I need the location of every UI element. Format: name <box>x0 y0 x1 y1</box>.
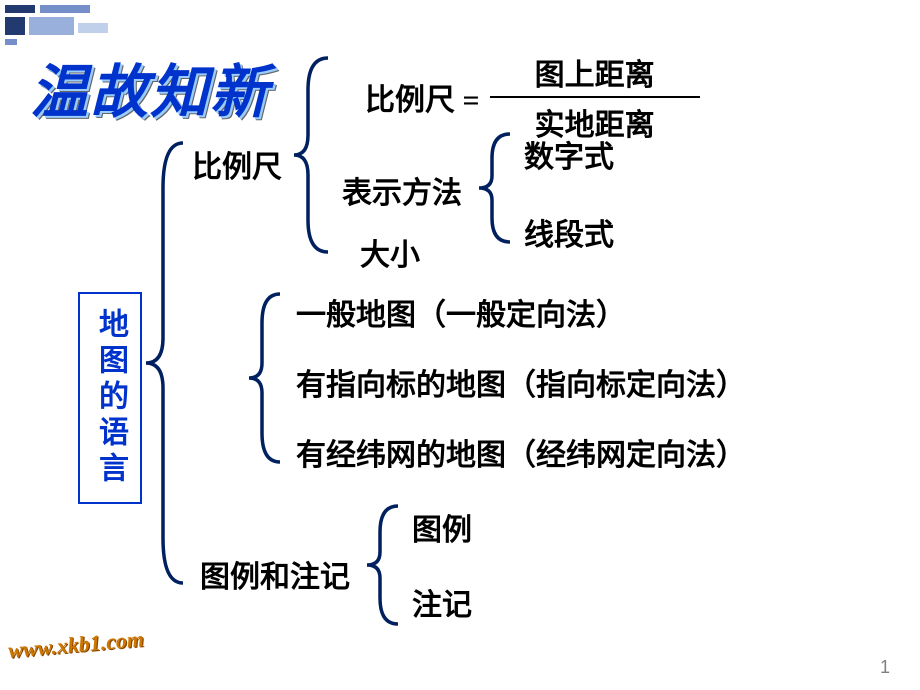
bracket-method <box>472 128 517 248</box>
formula-numerator: 图上距离 <box>535 50 655 94</box>
fraction-line <box>490 96 700 98</box>
legend-label: 图例和注记 <box>200 552 350 596</box>
watermark-url: www.xkb1.com <box>7 626 145 664</box>
root-label: 地图的语言 <box>78 292 142 504</box>
direction-general: 一般地图（一般定向法） <box>296 290 626 334</box>
type-numeric: 数字式 <box>524 132 614 176</box>
legend-item1: 图例 <box>412 505 472 549</box>
bracket-scale <box>286 50 336 260</box>
formula-lhs: 比例尺 = <box>365 75 480 119</box>
scale-label: 比例尺 <box>192 142 282 186</box>
scale-formula: 比例尺 = 图上距离 实地距离 <box>365 50 700 144</box>
bracket-legend <box>360 500 405 630</box>
method-label: 表示方法 <box>342 168 462 212</box>
slide-title: 温故知新 <box>30 45 270 129</box>
corner-decoration <box>5 5 125 45</box>
direction-pointer: 有指向标的地图（指向标定向法） <box>296 360 746 404</box>
bracket-main <box>138 138 188 588</box>
page-number: 1 <box>880 657 890 678</box>
legend-item2: 注记 <box>412 580 472 624</box>
bracket-direction <box>242 288 287 468</box>
direction-grid: 有经纬网的地图（经纬网定向法） <box>296 430 746 474</box>
type-segment: 线段式 <box>524 210 614 254</box>
size-label: 大小 <box>360 230 420 274</box>
